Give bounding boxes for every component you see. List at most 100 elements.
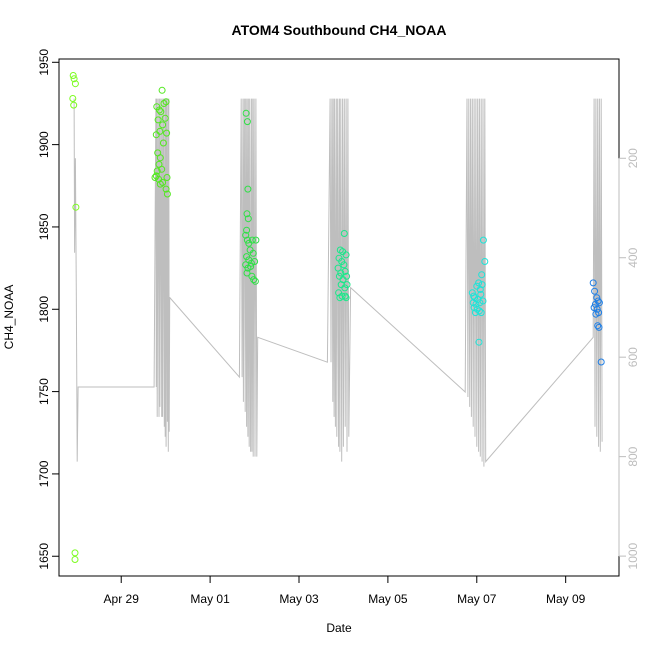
y2-tick-label: 1000 [626,542,640,569]
x-tick-label: May 05 [368,592,408,606]
y2-tick-label: 200 [626,148,640,168]
y-tick-label: 1950 [37,49,51,76]
x-tick-label: Apr 29 [104,592,140,606]
data-point [341,267,349,275]
data-point [156,154,164,162]
y2-tick-label: 400 [626,247,640,267]
data-point [159,139,167,147]
data-point [247,263,255,270]
data-point [161,114,169,122]
data-point [243,226,251,234]
altitude-line-layer [73,98,603,467]
data-point [248,236,256,244]
data-point [338,292,346,300]
data-point [159,121,167,129]
y-tick-label: 1650 [37,543,51,570]
data-point [479,297,487,305]
data-point [154,116,162,124]
data-point [342,294,350,302]
data-point [595,299,603,307]
data-point [594,322,602,330]
y-tick-label: 1750 [37,378,51,405]
x-axis: Apr 29 May 01 May 03 May 05 May 07 May 09 [104,575,586,606]
data-point [243,236,251,244]
data-point [343,281,351,289]
data-point [251,258,259,265]
x-tick-label: May 09 [546,592,586,606]
data-point [593,305,601,313]
y-tick-label: 1850 [37,213,51,240]
data-point [475,338,483,346]
data-point [244,185,252,193]
data-point [70,101,78,109]
data-point [342,251,350,259]
data-point [597,358,605,366]
data-point [153,167,161,175]
chart-title: ATOM4 Southbound CH4_NOAA [232,22,447,38]
data-point [252,236,260,244]
y2-tick-label: 800 [626,446,640,466]
data-point [163,190,171,198]
altitude-line [73,98,603,467]
data-point [69,95,77,102]
y-tick-label: 1800 [37,296,51,323]
data-point [156,127,164,135]
data-point [478,271,486,279]
data-point [242,109,250,117]
data-point [243,210,251,218]
data-point [475,307,483,315]
data-point [476,286,484,293]
data-point [157,108,165,116]
y-axis: 1650 1700 1750 1800 1850 1900 1950 [37,49,60,570]
data-point [591,287,599,295]
data-point [249,249,257,257]
data-point [592,310,600,318]
y-tick-label: 1900 [37,131,51,158]
data-point [475,279,483,287]
data-point [337,269,345,277]
x-axis-label: Date [326,621,352,635]
data-point [155,106,163,114]
data-point [477,290,485,298]
data-point [248,272,256,280]
data-point [477,309,485,317]
data-point [251,277,259,285]
data-point [71,80,79,88]
y-axis-right: 200 400 600 800 1000 [618,148,640,569]
data-point [472,300,480,308]
data-point [71,549,79,557]
data-point [72,203,80,211]
data-point [151,174,159,181]
data-point [71,556,79,563]
data-point [163,174,171,181]
data-point [243,118,251,126]
data-point [589,279,597,287]
data-point [340,230,348,237]
data-point [470,292,478,300]
data-point [160,100,168,107]
data-point [479,236,487,244]
x-tick-label: May 01 [190,592,230,606]
data-point [250,276,258,284]
x-tick-label: May 03 [279,592,319,606]
data-point [159,179,167,186]
y-tick-label: 1700 [37,460,51,487]
data-point [242,231,250,239]
data-point [595,323,603,331]
scatter-points-layer [69,72,605,563]
data-point [70,75,78,83]
y2-tick-label: 600 [626,347,640,367]
data-point [340,261,348,269]
data-point [162,185,170,193]
data-point [343,272,351,280]
x-tick-label: May 07 [457,592,497,606]
data-point [244,215,252,223]
data-point [162,98,170,106]
data-point [69,72,77,79]
data-point [481,258,489,265]
data-point [158,86,166,94]
data-point [163,129,171,137]
data-point [478,281,486,289]
y-axis-label: CH4_NOAA [2,285,16,350]
